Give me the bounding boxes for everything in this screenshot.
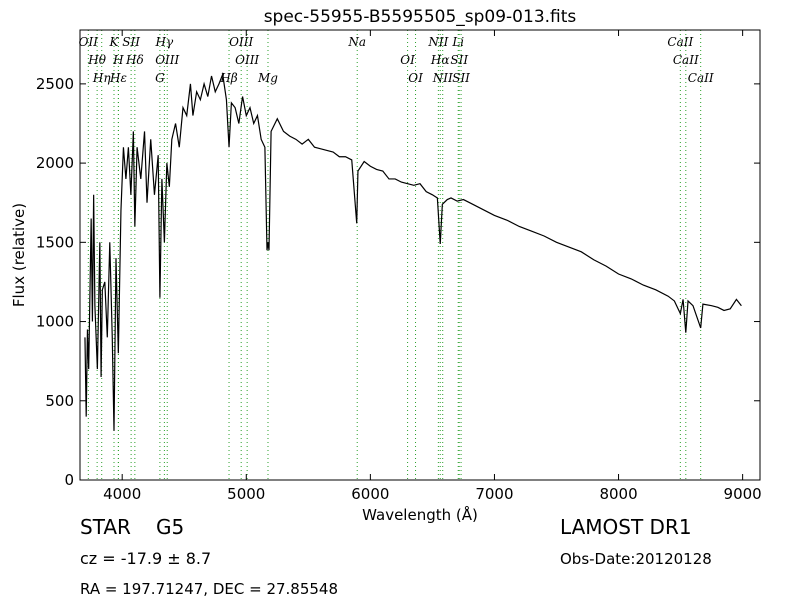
spectral-line-label: SII [122,35,140,49]
spectral-line-label: SII [452,71,470,85]
x-tick-label: 6000 [351,485,389,503]
spectral-line-label: Li [451,35,464,49]
spectral-line-label: OI [400,53,415,67]
y-tick-label: 2500 [36,75,74,93]
y-tick-label: 0 [64,471,74,489]
y-tick-label: 1500 [36,233,74,251]
y-tick-label: 500 [45,392,74,410]
spectral-line-label: OI [408,71,423,85]
spectral-line-label: OIII [235,53,259,67]
spectral-line-label: Hθ [87,53,106,67]
spectrum-line [84,72,742,431]
spectral-line-label: H [112,53,124,67]
obs-date: Obs-Date:20120128 [560,550,712,568]
spectral-line-label: Hγ [155,35,174,49]
spectral-line-label: Hα [430,53,450,67]
x-tick-label: 9000 [724,485,762,503]
spectral-line-label: OII [79,35,99,49]
spectral-line-label: K [109,35,120,49]
subclass: G5 [156,515,184,539]
spectral-line-label: Hη [92,71,111,85]
spectral-line-label: Hε [109,71,127,85]
spectral-line-label: Hβ [219,71,237,85]
plot-frame [79,29,761,481]
y-tick-label: 2000 [36,154,74,172]
spectral-line-label: SII [450,53,468,67]
spectral-line-label: Na [347,35,366,49]
spectral-line-label: Hδ [125,53,144,67]
chart-title: spec-55955-B5595505_sp09-013.fits [264,7,577,27]
y-axis-label: Flux (relative) [10,203,28,307]
spectral-line-label: CaII [667,35,693,49]
x-tick-label: 8000 [599,485,637,503]
y-tick-label: 1000 [36,313,74,331]
spectral-line-label: NII [432,71,453,85]
spectral-line-label: OIII [155,53,179,67]
spectral-line-label: CaII [688,71,714,85]
x-tick-label: 4000 [103,485,141,503]
x-tick-label: 5000 [227,485,265,503]
spectral-line-label: Mg [257,71,278,85]
survey: LAMOST DR1 [560,515,692,539]
spectral-line-label: G [155,71,165,85]
spectral-line-label: NII [427,35,448,49]
x-tick-label: 7000 [475,485,513,503]
spectral-line-label: CaII [673,53,699,67]
redshift: cz = -17.9 ± 8.7 [80,549,211,568]
x-axis-label: Wavelength (Å) [362,505,478,524]
coordinates: RA = 197.71247, DEC = 27.85548 [80,580,338,598]
object-class: STAR [80,515,131,539]
spectral-line-label: OIII [229,35,253,49]
